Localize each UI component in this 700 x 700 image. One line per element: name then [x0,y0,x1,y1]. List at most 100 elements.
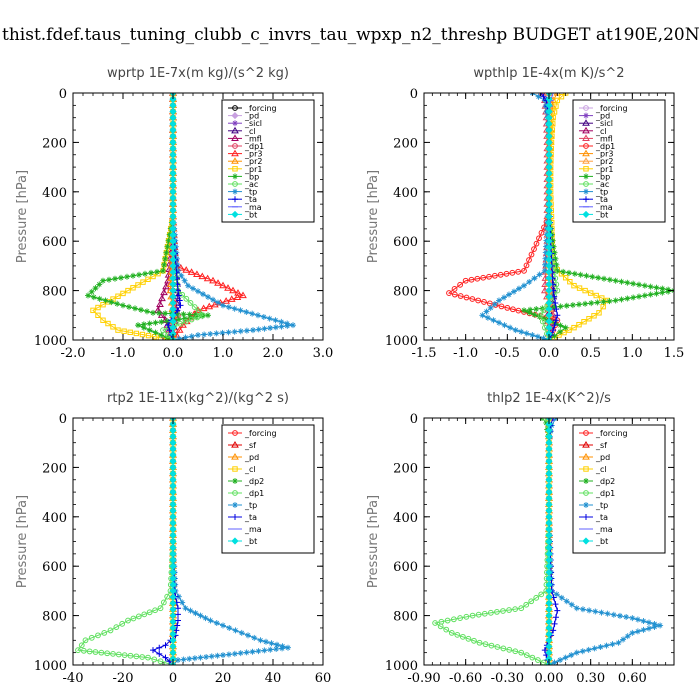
data-point [180,656,187,663]
data-point [187,607,194,614]
data-point [576,285,583,291]
data-point [139,331,146,338]
data-point [498,303,505,310]
legend-marker [232,173,238,180]
legend-marker [232,188,238,195]
chart-panel-1: wprtp 1E-7x(m kg)/(s^2 kg) Pressure [hPa]… [15,66,333,361]
data-point [450,616,457,623]
data-point [268,640,275,647]
data-point [255,648,262,655]
data-point [243,649,250,656]
data-point [523,262,530,269]
data-point [151,656,158,663]
data-point [139,654,146,660]
data-point [534,657,541,663]
data-point [647,291,654,298]
legend-item: _tp [228,188,257,197]
legend-marker [583,478,589,484]
data-point [657,622,664,629]
x-tick-label: -0.90 [407,671,440,686]
data-point [659,289,666,296]
data-point [573,605,580,612]
data-point [273,646,280,653]
legend-label: _pd [244,453,259,462]
data-point [158,318,165,325]
y-tick-label: 600 [42,235,67,250]
data-point [576,301,582,308]
data-point [231,650,238,657]
series-ac [160,93,206,340]
data-point [219,281,227,289]
data-point [550,627,557,634]
data-point [284,322,291,329]
data-point [593,292,599,299]
data-point [210,296,216,303]
legend-label: _dp1 [595,142,615,151]
data-point [237,307,244,314]
data-point [138,306,144,313]
data-point [463,294,470,301]
data-point [552,299,559,306]
data-point [156,310,163,317]
data-point [135,613,142,620]
data-point [140,279,146,285]
data-point [479,312,486,319]
data-point [173,255,180,262]
x-tick-label: 60 [315,671,332,686]
data-point [558,594,565,601]
data-point [158,332,165,339]
data-point [504,304,511,311]
data-point [215,299,221,306]
data-point [164,593,171,600]
data-point [535,93,542,100]
data-point [577,271,584,278]
data-point [487,304,494,311]
data-point [634,628,641,635]
x-tick-label: 0.0 [539,346,560,361]
data-point [474,275,481,282]
legend-label: _dp1 [244,489,264,498]
data-point [586,607,593,614]
data-point [187,268,196,275]
legend-item: _ta [228,513,257,522]
series-line [162,93,204,340]
data-point [195,332,201,339]
data-point [571,282,577,289]
data-point [541,307,547,314]
data-point [486,273,492,280]
data-point [104,650,111,657]
data-point [98,649,105,656]
data-point [261,325,268,332]
data-point [526,309,533,316]
legend-marker [232,143,238,149]
data-point [554,312,561,319]
data-point [199,304,208,312]
data-point [220,622,226,629]
legend-marker [582,119,590,126]
data-point [152,607,158,614]
data-point [518,649,525,656]
data-point [220,302,226,309]
data-point [173,627,180,634]
data-point [229,286,237,294]
data-point [193,270,201,277]
legend-marker [232,490,238,496]
data-point [636,293,642,300]
data-point [624,279,631,286]
legend-label: _forcing [595,429,628,438]
y-tick-label: 800 [393,285,418,300]
y-tick-label: 800 [42,285,67,300]
series-dp1 [75,418,176,665]
data-point [243,327,250,334]
legend-label: _tp [595,188,608,197]
data-point [501,322,508,329]
data-point [249,310,256,317]
data-point [110,650,116,657]
legend-item: _ta [579,513,608,522]
chart-title: wprtp 1E-7x(m kg)/(s^2 kg) [107,66,289,81]
data-point [443,626,450,633]
chart-title: wpthlp 1E-4x(m K)/s^2 [473,66,624,81]
data-point [90,294,97,301]
data-point [232,627,239,634]
data-point [521,282,527,289]
